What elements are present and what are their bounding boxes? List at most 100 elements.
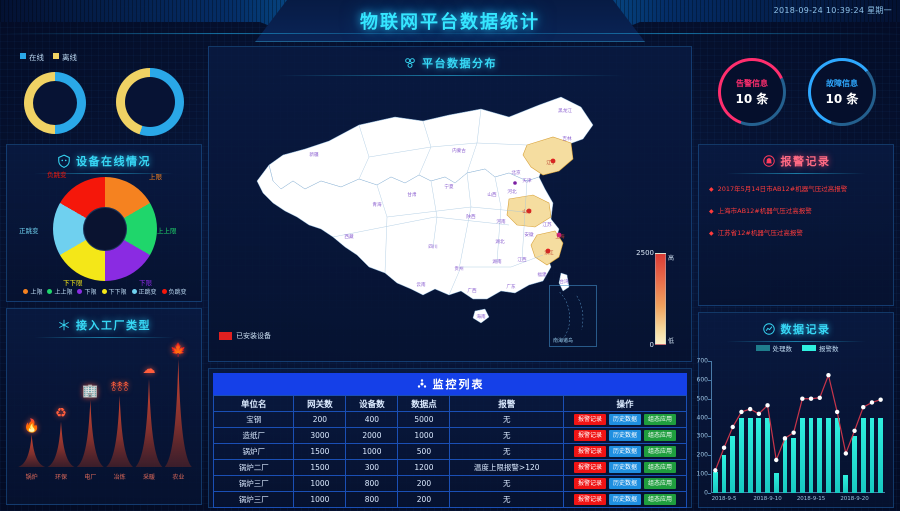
monitor-table-body: 宝钢 200 400 5000 无报警记录 历史数据 组态应用 造纸厂 3000 2000 1000… <box>212 411 688 508</box>
chart-point <box>713 468 718 473</box>
alarm-records-title-row: 报警记录 <box>699 149 893 173</box>
alarm-records-button[interactable]: 报警记录 <box>573 414 606 425</box>
map-device-markers <box>513 158 562 254</box>
chart-bar <box>869 417 875 493</box>
chart-point <box>800 396 805 401</box>
china-map-svg[interactable] <box>209 77 693 363</box>
map-province-label: 上海 <box>555 235 565 240</box>
alarm-records-button[interactable]: 报警记录 <box>573 462 606 473</box>
factory-spike <box>76 400 104 467</box>
chart-point <box>730 424 735 430</box>
corner-tr <box>676 46 692 62</box>
factory-spike <box>18 434 46 467</box>
data-records-title-row: 数据记录 <box>699 317 893 341</box>
nodes-icon <box>405 58 415 68</box>
pie-label-zhengtiaobian: 正跳变 <box>19 227 39 235</box>
factory-types-title: 接入工厂类型 <box>76 319 151 332</box>
legend-shangshangxian: 上上限 <box>47 287 72 296</box>
cloud-icon: ☁ <box>142 362 156 378</box>
pie-hole <box>83 207 127 251</box>
map-province-label: 广西 <box>467 289 477 294</box>
donut-chart-right <box>116 68 184 136</box>
title-rule <box>726 341 866 342</box>
fault-gauge-value: 10 条 <box>825 91 859 106</box>
chart-y-tick: 600 <box>696 376 708 384</box>
factory-types-panel: 接入工厂类型 🔥 锅炉 ♻ 环保 🏢 电厂 ⥉⥉⥉ 冶炼 ☁ 采暖 🍁 农业 <box>6 308 202 505</box>
alarm-record-item[interactable]: ◆ 江苏省12#机器气压过高报警 <box>709 229 885 238</box>
alarm-records-button[interactable]: 报警记录 <box>573 494 606 505</box>
scada-app-button[interactable]: 组态应用 <box>643 430 676 441</box>
corner-tr <box>878 144 894 160</box>
history-data-button[interactable]: 历史数据 <box>608 414 641 425</box>
data-records-legend: 处理数 报警数 <box>699 343 895 353</box>
cell-devices: 400 <box>345 411 399 428</box>
chart-x-tick: 2018-9-10 <box>753 496 782 502</box>
history-data-button[interactable]: 历史数据 <box>608 446 641 457</box>
chart-x-axis <box>711 492 885 493</box>
history-data-button[interactable]: 历史数据 <box>608 494 641 505</box>
chart-y-tick: 400 <box>696 414 708 422</box>
scada-app-button[interactable]: 组态应用 <box>643 494 676 505</box>
map-province-label: 山西 <box>487 193 497 198</box>
device-status-chart: 上限 上上限 下限 下下限 正跳变 负跳变 <box>19 171 177 287</box>
data-records-panel: 数据记录 处理数 报警数 0 100 200 300 400 500 600 700 2018-… <box>696 312 895 508</box>
chart-bar <box>730 436 736 493</box>
history-data-button[interactable]: 历史数据 <box>608 430 641 441</box>
chart-point <box>791 430 796 435</box>
history-data-button[interactable]: 历史数据 <box>608 478 641 489</box>
col-points: 数据点 <box>397 395 451 412</box>
scada-app-button[interactable]: 组态应用 <box>643 446 676 457</box>
action-button-group: 报警记录 历史数据 组态应用 <box>564 430 686 441</box>
alarm-record-item[interactable]: ◆ 2017年5月14日市AB12#机器气压过高报警 <box>709 185 885 194</box>
map-legend: 已安装设备 <box>219 331 271 341</box>
alarm-records-button[interactable]: 报警记录 <box>573 430 606 441</box>
alarm-gauge[interactable]: 告警信息 10 条 <box>718 58 786 126</box>
hainan <box>472 308 490 324</box>
corner-br <box>676 492 692 508</box>
chart-point <box>739 409 744 415</box>
chart-line <box>714 373 881 471</box>
app-header: 物联网平台数据统计 2018-09-24 10:39:24 星期一 <box>0 0 900 44</box>
alarm-record-item[interactable]: ◆ 上海市AB12#机器气压过高报警 <box>709 207 885 216</box>
alarm-records-button[interactable]: 报警记录 <box>573 446 606 457</box>
title-rule <box>34 173 174 174</box>
chart-y-tick-mark <box>708 474 711 476</box>
title-rule <box>726 173 866 174</box>
map-province-label: 湖北 <box>495 240 505 245</box>
chart-point <box>721 445 727 450</box>
bullet-icon: ◆ <box>709 230 714 237</box>
map-province-label: 台湾 <box>559 280 569 285</box>
chart-bar <box>808 417 814 493</box>
chart-y-tick-mark <box>708 417 711 419</box>
map-province-label: 四川 <box>428 245 438 250</box>
chart-point <box>826 372 831 378</box>
china-map[interactable]: 黑龙江 吉林 辽宁 内蒙古 新疆 北京 天津 河北 山西 宁夏 甘肃 青海 山东 河南 陕西 西藏 四川 湖北 安徽… <box>209 77 693 363</box>
scada-app-button[interactable]: 组态应用 <box>643 414 676 425</box>
cell-unit: 造纸厂 <box>212 427 295 444</box>
cell-gateways: 1000 <box>293 491 347 508</box>
cell-devices: 800 <box>345 491 399 508</box>
flame-icon: 🔥 <box>23 418 40 434</box>
fault-gauge[interactable]: 故障信息 10 条 <box>808 58 876 126</box>
alarm-records-button[interactable]: 报警记录 <box>573 478 606 489</box>
device-status-pie <box>53 177 157 281</box>
factory-type-label: 农业 <box>172 474 185 481</box>
corner-tl <box>6 308 22 324</box>
legend-shangxian: 上限 <box>23 287 42 296</box>
chart-point <box>817 395 822 400</box>
scada-app-button[interactable]: 组态应用 <box>643 462 676 473</box>
chart-bar <box>712 472 718 493</box>
corner-tr <box>186 144 202 160</box>
chart-point <box>869 400 875 405</box>
device-status-title-row: 设备在线情况 <box>7 149 201 173</box>
chart-bar <box>765 417 770 493</box>
cell-actions: 报警记录 历史数据 组态应用 <box>562 443 688 460</box>
alarm-gauge-text: 告警信息 10 条 <box>718 58 786 126</box>
monitor-table-panel: 监控列表 单位名 网关数 设备数 数据点 报警 操作 宝钢 200 400 5000 无… <box>208 368 692 508</box>
map-province-label: 福建 <box>537 273 547 278</box>
chart-x-tick: 2018-9-20 <box>840 496 869 502</box>
cell-gateways: 1500 <box>293 459 347 476</box>
history-data-button[interactable]: 历史数据 <box>608 462 641 473</box>
scada-app-button[interactable]: 组态应用 <box>643 478 676 489</box>
monitor-table-thead: 单位名 网关数 设备数 数据点 报警 操作 <box>212 395 688 412</box>
